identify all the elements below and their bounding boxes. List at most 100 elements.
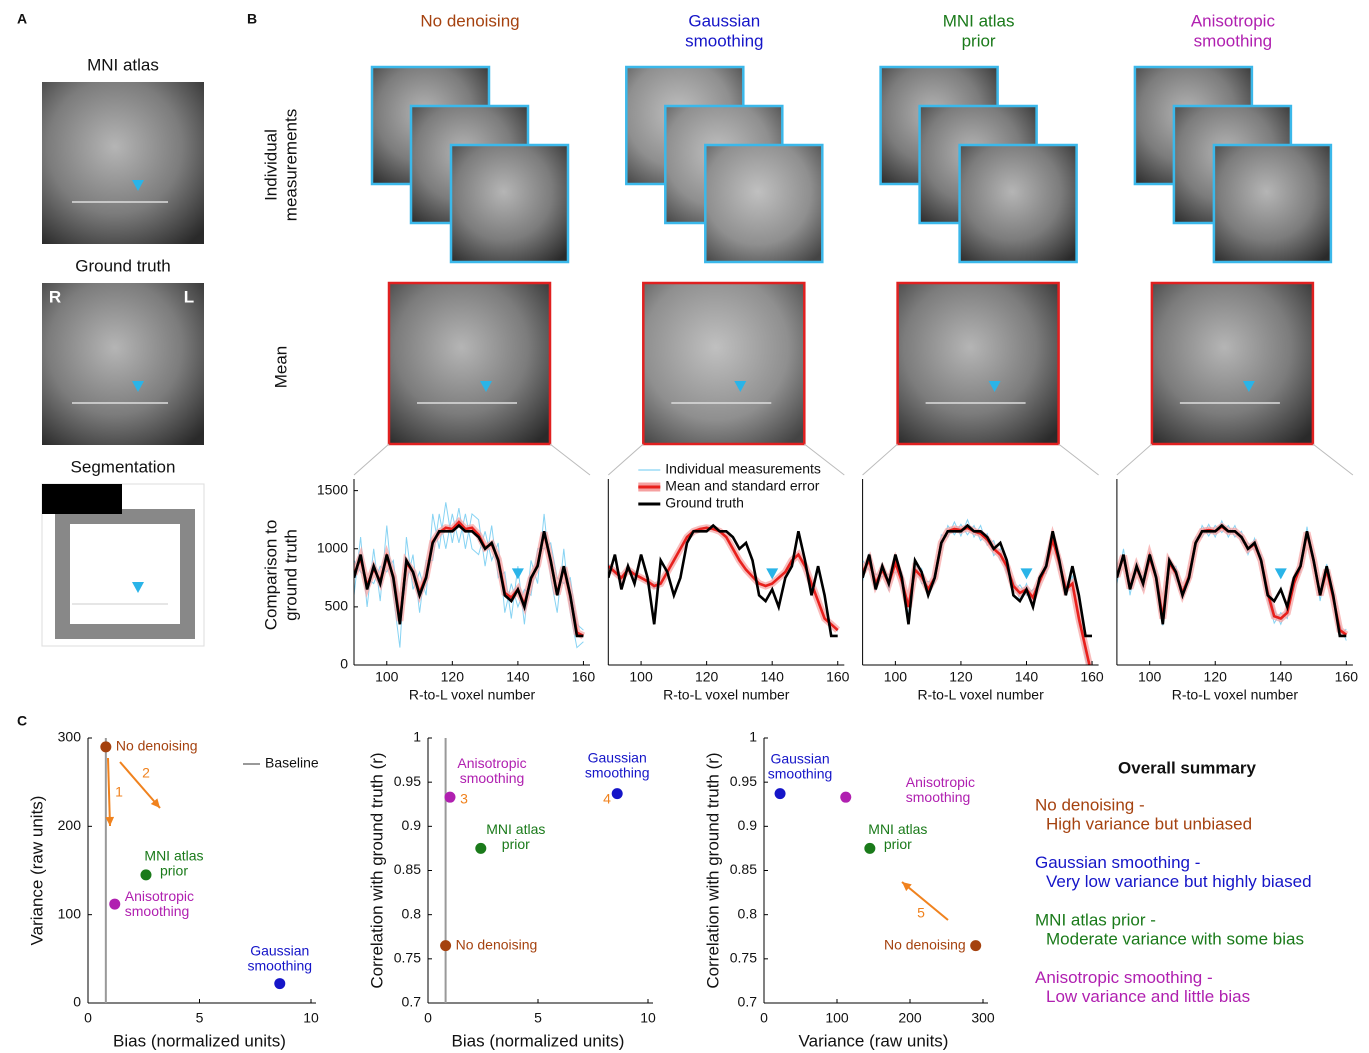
y-tick-label: 0.75 [730,950,757,966]
point [840,791,852,803]
brain-image [42,283,204,445]
image-title: MNI atlas [87,55,159,74]
measurement-image [704,143,824,264]
point-label: MNI atlas [144,848,203,864]
point-label: smoothing [906,789,971,805]
method-title: No denoising [420,11,519,30]
method-title: Anisotropic [1191,11,1276,30]
zoom-line [1116,443,1153,476]
point-label: Gaussian [250,942,309,958]
marker-arrowhead [988,381,1001,392]
segmentation-gm [70,524,180,624]
point [475,842,487,854]
y-tick-label: 500 [325,598,349,614]
plot [862,518,1093,665]
point [274,978,286,990]
x-tick-label: 140 [506,669,530,685]
series-line [1116,523,1347,638]
panel-letter: C [17,713,27,729]
point [444,791,456,803]
y-tick-label: 0.9 [402,817,422,833]
arrowhead [105,816,115,826]
point-label: prior [160,863,188,879]
x-tick-label: 100 [1138,669,1162,685]
x-axis-label: Variance (raw units) [799,1031,949,1050]
point-label: Gaussian [770,750,829,766]
annotation: 2 [142,765,150,781]
marker-arrowhead [480,381,492,392]
y-tick-label: 200 [58,817,82,833]
y-tick-label: 300 [58,729,82,745]
orientation-label: R [49,287,61,306]
legend-label: Mean and standard error [665,478,819,494]
plot [354,502,586,649]
method-title: prior [962,31,996,50]
y-tick-label: 0.85 [394,861,421,877]
x-tick-label: 100 [825,1010,849,1026]
y-tick-label: 0.7 [402,994,422,1010]
y-tick-label: 1 [413,729,421,745]
x-tick-label: 100 [884,669,908,685]
y-tick-label: 0 [73,994,81,1010]
summary-heading: Anisotropic smoothing - [1035,968,1213,987]
marker-arrowhead [1242,381,1255,392]
point-label: smoothing [247,957,312,973]
point-label: Gaussian [588,749,647,765]
x-tick-label: 120 [949,669,973,685]
y-axis-label: Correlation with ground truth (r) [367,752,386,988]
summary-text: High variance but unbiased [1046,814,1252,833]
x-tick-label: 120 [441,669,465,685]
method-title: smoothing [685,31,763,50]
method-title: smoothing [1194,31,1272,50]
y-tick-label: 1000 [317,539,348,555]
point-label: smoothing [585,764,650,780]
panel-letter: A [17,11,27,27]
orientation-label: L [184,287,194,306]
y-tick-label: 0.75 [394,950,421,966]
summary-text: Very low variance but highly biased [1046,872,1312,891]
x-tick-label: 10 [640,1010,656,1026]
x-tick-label: 140 [1269,669,1293,685]
y-tick-label: 0.8 [402,905,422,921]
x-tick-label: 120 [695,669,719,685]
point [970,940,982,952]
brain-image [42,82,204,244]
plot [608,523,841,638]
zoom-line [1058,443,1099,476]
x-tick-label: 160 [826,669,850,685]
point [774,788,786,800]
point-label: Anisotropic [125,888,194,904]
point-label: No denoising [116,738,198,754]
marker-arrowhead [132,582,144,593]
mean-image [1150,281,1315,446]
x-tick-label: 300 [971,1010,995,1026]
x-tick-label: 200 [898,1010,922,1026]
zoom-line [1312,443,1354,476]
point [100,741,112,753]
x-tick-label: 100 [629,669,653,685]
x-axis-label: R-to-L voxel number [409,687,536,703]
y-tick-label: 0.85 [730,861,757,877]
row-label: ground truth [281,529,300,621]
x-axis-label: Bias (normalized units) [452,1031,625,1050]
y-axis-label: Variance (raw units) [27,796,46,946]
summary-title: Overall summary [1118,758,1257,777]
y-tick-label: 1 [749,729,757,745]
y-tick-label: 0.8 [738,905,758,921]
summary-text: Moderate variance with some bias [1046,929,1304,948]
x-tick-label: 160 [572,669,596,685]
series-line [608,523,838,638]
x-tick-label: 100 [375,669,399,685]
x-tick-label: 0 [424,1010,432,1026]
marker-arrowhead [132,381,144,392]
mean-image [896,281,1060,446]
series-line [862,523,1092,638]
y-tick-label: 0 [340,656,348,672]
summary-heading: Gaussian smoothing - [1035,853,1200,872]
error-band [1116,522,1349,638]
legend-label: Individual measurements [665,461,821,477]
panel-letter: B [247,11,257,27]
point-label: No denoising [456,936,538,952]
series-line [354,523,584,638]
